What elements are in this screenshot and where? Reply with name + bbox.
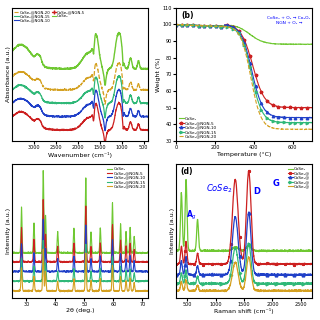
X-axis label: Raman shift (cm⁻¹): Raman shift (cm⁻¹) [214, 308, 274, 315]
Legend: CoSe₂, CoSe₂@NGN-5, CoSe₂@NGN-10, CoSe₂@NGN-15, CoSe₂@NGN-20: CoSe₂, CoSe₂@NGN-5, CoSe₂@NGN-10, CoSe₂@… [178, 116, 217, 139]
Legend: CoSe₂@NGN-20, CoSe₂@NGN-15, CoSe₂@NGN-10, CoSe₂@NGN-5, CoSe₂: CoSe₂@NGN-20, CoSe₂@NGN-15, CoSe₂@NGN-10… [14, 10, 85, 23]
X-axis label: Temperature (°C): Temperature (°C) [217, 152, 271, 156]
Text: CoSe$_2$: CoSe$_2$ [206, 182, 233, 195]
Text: G: G [273, 179, 280, 188]
Y-axis label: Intensity (a.u.): Intensity (a.u.) [5, 208, 11, 254]
Text: (d): (d) [180, 167, 193, 176]
X-axis label: 2θ (deg.): 2θ (deg.) [66, 308, 94, 314]
Legend: CoSe₂, CoSe₂@NGN-5, CoSe₂@NGN-10, CoSe₂@NGN-15, CoSe₂@NGN-20: CoSe₂, CoSe₂@NGN-5, CoSe₂@NGN-10, CoSe₂@… [107, 166, 146, 189]
Text: CoSe₂ + O₂ → Co₃O₄: CoSe₂ + O₂ → Co₃O₄ [267, 16, 310, 20]
Y-axis label: Absorbance (a.u.): Absorbance (a.u.) [5, 46, 11, 102]
Y-axis label: Intensity (a.u.): Intensity (a.u.) [170, 208, 175, 254]
Text: NGN + O₂ →: NGN + O₂ → [276, 21, 302, 25]
Text: A$_g$: A$_g$ [186, 209, 197, 222]
X-axis label: Wavenumber (cm⁻¹): Wavenumber (cm⁻¹) [48, 152, 112, 157]
Text: (b): (b) [181, 11, 194, 20]
Text: D: D [254, 187, 260, 196]
Y-axis label: Weight (%): Weight (%) [156, 57, 161, 92]
Legend: CoSe₂, CoSe₂@, CoSe₂@, CoSe₂@, CoSe₂@: CoSe₂, CoSe₂@, CoSe₂@, CoSe₂@, CoSe₂@ [287, 166, 310, 189]
